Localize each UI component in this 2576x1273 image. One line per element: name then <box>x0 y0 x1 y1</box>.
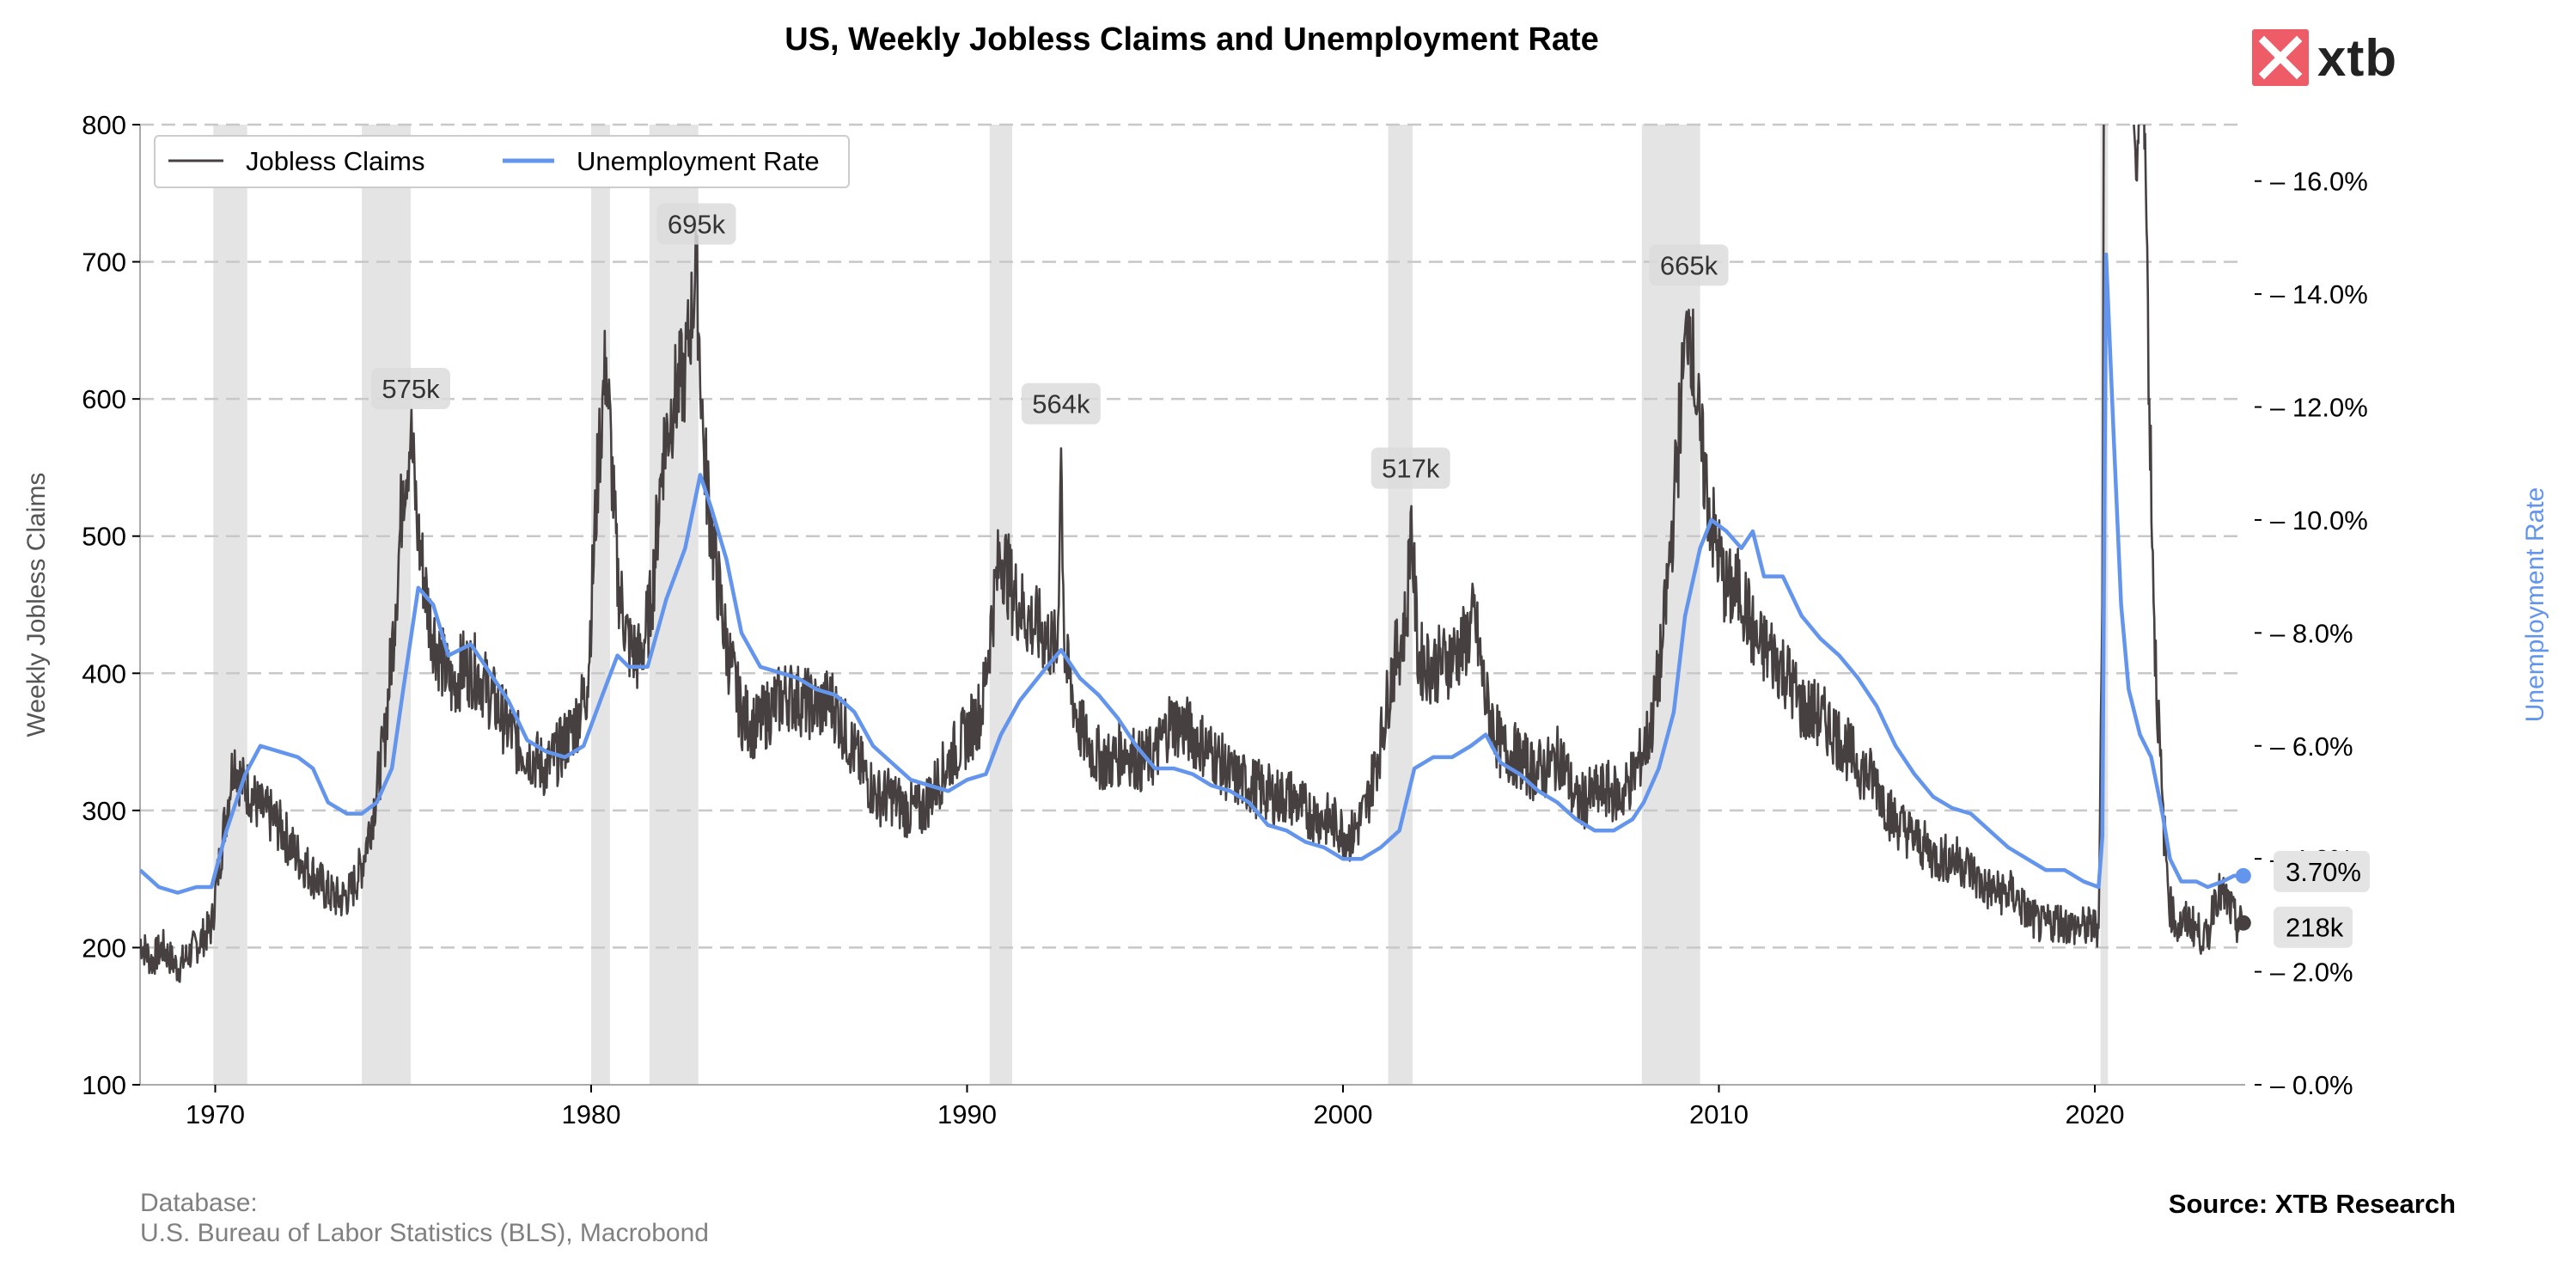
peak-label-2: 564k <box>1032 389 1090 419</box>
y-right-tick-label: – 6.0% <box>2270 731 2353 762</box>
peak-box-0 <box>371 368 450 410</box>
y-left-tick-label: 400 <box>82 658 126 689</box>
y-right-tick-label: – 12.0% <box>2270 393 2368 423</box>
xtb-logo: xtb <box>2252 28 2397 87</box>
legend-label-1: Unemployment Rate <box>577 146 820 176</box>
recession-band-3 <box>649 125 699 1085</box>
end-marker-1 <box>2235 867 2251 884</box>
chart-title: US, Weekly Jobless Claims and Unemployme… <box>784 21 1599 58</box>
xtb-logo-text: xtb <box>2317 28 2397 87</box>
peak-box-3 <box>1370 447 1450 489</box>
recession-band-1 <box>362 125 411 1085</box>
peak-label-3: 517k <box>1382 454 1440 484</box>
y-left-tick-label: 600 <box>82 384 126 414</box>
x-tick-label: 2020 <box>2066 1099 2125 1129</box>
x-tick-label: 1980 <box>562 1099 621 1129</box>
peak-label-4: 665k <box>1660 250 1718 280</box>
recession-bands <box>213 125 2109 1085</box>
y-left-tick-label: 500 <box>82 522 126 552</box>
grid-lines <box>140 123 2245 949</box>
x-tick-label: 2010 <box>1689 1099 1749 1129</box>
y-axis-left-label: Weekly Jobless Claims <box>22 473 51 737</box>
legend-box <box>154 135 850 188</box>
x-tick-label: 1990 <box>937 1099 997 1129</box>
end-label-1: 3.70% <box>2286 857 2361 887</box>
axes: 100 200 300 400 500 600 700 800 1970 1980 1990 2000… <box>82 110 2368 1129</box>
series-lines <box>140 125 2245 983</box>
source-credit: Source: XTB Research <box>2168 1189 2456 1219</box>
y-right-tick-label: – 8.0% <box>2270 618 2353 648</box>
peak-box-4 <box>1649 244 1729 286</box>
y-right-tick-label: – 10.0% <box>2270 505 2368 536</box>
legend-label-0: Jobless Claims <box>246 146 424 176</box>
peak-label-0: 575k <box>382 374 440 404</box>
series-line-1 <box>140 252 2243 895</box>
end-label-box-1 <box>2274 850 2370 892</box>
y-right-tick-label: – 0.0% <box>2270 1070 2353 1100</box>
database-label: Database: <box>140 1189 258 1217</box>
end-label-box-0 <box>2274 906 2353 948</box>
xtb-logo-mark-icon <box>2252 29 2309 86</box>
y-left-tick-label: 700 <box>82 248 126 278</box>
peak-label-1: 695k <box>668 210 726 240</box>
end-marker-0 <box>2235 915 2251 931</box>
footer-database: Database: U.S. Bureau of Labor Statistic… <box>140 1188 709 1248</box>
y-right-tick-label: – 2.0% <box>2270 958 2353 988</box>
database-sources: U.S. Bureau of Labor Statistics (BLS), M… <box>140 1219 709 1247</box>
y-right-tick-label: – 14.0% <box>2270 279 2368 309</box>
y-left-tick-label: 300 <box>82 796 126 826</box>
end-label-0: 218k <box>2286 913 2344 943</box>
peak-box-1 <box>656 203 736 245</box>
y-left-tick-label: 200 <box>82 933 126 963</box>
y-left-tick-label: 100 <box>82 1070 126 1100</box>
y-axis-right-label: Unemployment Rate <box>2521 487 2549 722</box>
x-tick-label: 2000 <box>1314 1099 1373 1129</box>
recession-band-0 <box>213 125 247 1085</box>
legend: Jobless Claims Unemployment Rate <box>154 135 850 188</box>
peak-box-2 <box>1021 383 1101 425</box>
recession-band-2 <box>591 125 610 1085</box>
peak-annotations: 218k 3.70% 575k 695k 564k 517k 665k <box>371 203 2370 948</box>
series-line-0 <box>140 125 2245 983</box>
y-left-tick-label: 800 <box>82 110 126 140</box>
x-tick-label: 1970 <box>186 1099 245 1129</box>
y-right-tick-label: – 16.0% <box>2270 167 2368 197</box>
